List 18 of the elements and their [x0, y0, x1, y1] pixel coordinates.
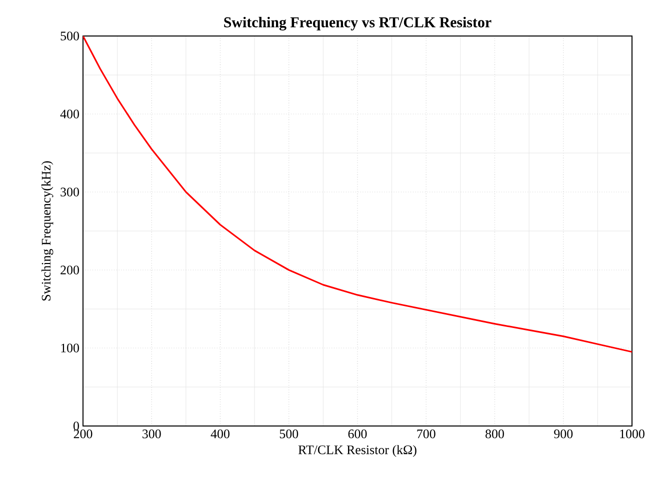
- x-tick-label: 800: [486, 430, 504, 438]
- x-tick-label: 200: [74, 430, 92, 438]
- y-axis-title: Switching Frequency(kHz): [41, 161, 54, 300]
- y-tick-label: 300: [60, 188, 79, 196]
- x-tick-label: 900: [554, 430, 573, 438]
- x-tick-label: 500: [280, 430, 298, 438]
- y-tick-label: 400: [60, 110, 79, 118]
- y-tick-label: 0: [74, 422, 79, 430]
- x-tick-label: 600: [348, 430, 367, 438]
- x-tick-label: 1000: [620, 430, 644, 438]
- x-tick-label: 400: [210, 430, 230, 438]
- y-tick-label: 100: [61, 344, 79, 352]
- x-axis-title: RT/CLK Resistor (kΩ): [298, 445, 416, 457]
- chart-title: Switching Frequency vs RT/CLK Resistor: [224, 16, 492, 30]
- y-tick-label: 200: [60, 266, 79, 274]
- x-tick-label: 300: [142, 430, 161, 438]
- y-tick-label: 500: [60, 32, 79, 40]
- x-tick-label: 700: [417, 430, 436, 438]
